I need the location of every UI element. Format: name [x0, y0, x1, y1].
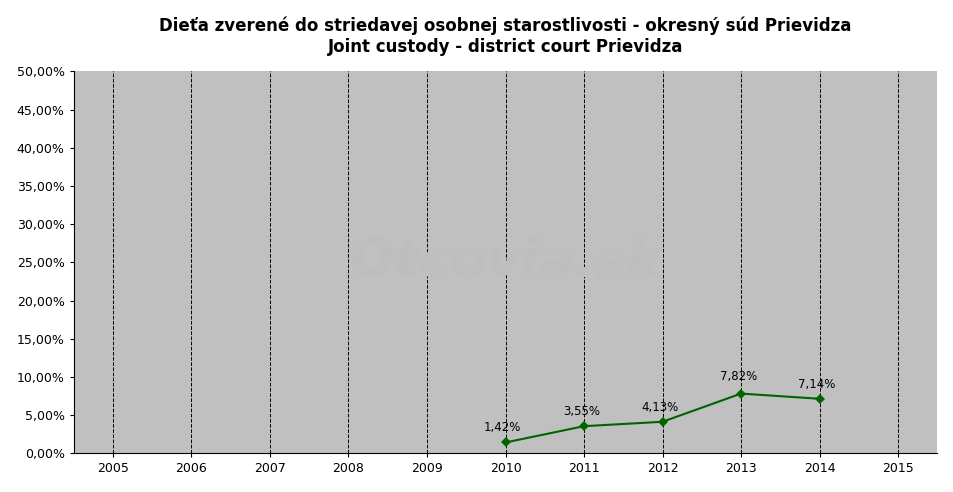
Text: 7,14%: 7,14% — [798, 378, 835, 391]
Title: Dieťa zverené do striedavej osobnej starostlivosti - okresný súd Prievidza
Joint: Dieťa zverené do striedavej osobnej star… — [159, 17, 851, 56]
Text: 7,82%: 7,82% — [719, 369, 756, 383]
Text: Otcovia.sk: Otcovia.sk — [349, 236, 661, 288]
Text: 4,13%: 4,13% — [640, 400, 678, 414]
Text: 3,55%: 3,55% — [562, 405, 599, 418]
Text: 1,42%: 1,42% — [483, 421, 521, 434]
